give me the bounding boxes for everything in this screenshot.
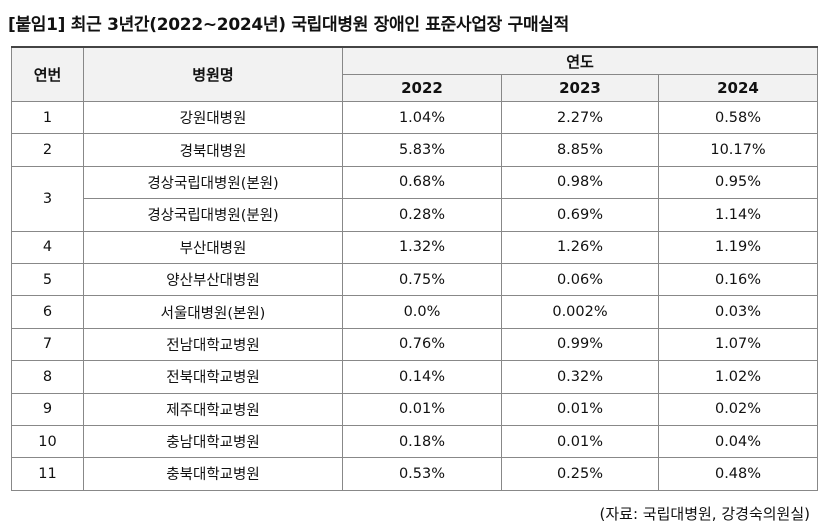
table-row: 11 충북대학교병원 0.53% 0.25% 0.48%	[11, 457, 819, 491]
row-value-2024: 0.95%	[657, 165, 819, 200]
row-value-2023: 0.99%	[501, 327, 659, 362]
header-year-2022: 2022	[342, 74, 502, 102]
row-no: 8	[11, 360, 84, 394]
row-hospital-name: 양산부산대병원	[83, 262, 343, 297]
table-row: 9 제주대학교병원 0.01% 0.01% 0.02%	[11, 392, 819, 426]
row-value-2022: 0.76%	[342, 327, 502, 362]
header-hospital-name: 병원명	[83, 46, 343, 102]
table-row: 4 부산대병원 1.32% 1.26% 1.19%	[11, 230, 819, 264]
row-no: 1	[11, 100, 84, 135]
row-no: 5	[11, 262, 84, 297]
table-row: 10 충남대학교병원 0.18% 0.01% 0.04%	[11, 424, 819, 459]
row-value-2022: 1.04%	[342, 100, 502, 135]
row-hospital-name: 경상국립대병원(분원)	[83, 198, 343, 232]
row-value-2024: 1.07%	[657, 327, 819, 362]
table-row: 7 전남대학교병원 0.76% 0.99% 1.07%	[11, 327, 819, 362]
row-hospital-name: 부산대병원	[83, 230, 343, 264]
row-value-2024: 0.58%	[657, 100, 819, 135]
row-value-2022: 0.28%	[342, 198, 502, 232]
row-hospital-name: 전북대학교병원	[83, 360, 343, 394]
row-no: 9	[11, 392, 84, 426]
row-hospital-name: 전남대학교병원	[83, 327, 343, 362]
row-value-2024: 0.04%	[657, 424, 819, 459]
row-hospital-name: 강원대병원	[83, 100, 343, 135]
row-value-2024: 0.03%	[657, 295, 819, 329]
source-note: (자료: 국립대병원, 강경숙의원실)	[599, 505, 810, 523]
header-year-2023: 2023	[501, 74, 659, 102]
header-year-2024: 2024	[657, 74, 819, 102]
row-value-2024: 1.19%	[657, 230, 819, 264]
row-value-2022: 0.68%	[342, 165, 502, 200]
row-value-2024: 0.48%	[657, 457, 819, 491]
row-value-2024: 0.02%	[657, 392, 819, 426]
table-row: 8 전북대학교병원 0.14% 0.32% 1.02%	[11, 360, 819, 394]
row-value-2023: 0.06%	[501, 262, 659, 297]
row-value-2022: 0.14%	[342, 360, 502, 394]
row-value-2023: 2.27%	[501, 100, 659, 135]
row-no: 4	[11, 230, 84, 264]
row-value-2023: 0.01%	[501, 392, 659, 426]
row-value-2022: 0.75%	[342, 262, 502, 297]
row-value-2023: 0.25%	[501, 457, 659, 491]
row-value-2023: 0.98%	[501, 165, 659, 200]
row-value-2022: 1.32%	[342, 230, 502, 264]
table-row: 2 경북대병원 5.83% 8.85% 10.17%	[11, 133, 819, 167]
table-row: 6 서울대병원(본원) 0.0% 0.002% 0.03%	[11, 295, 819, 329]
row-value-2022: 0.18%	[342, 424, 502, 459]
header-no: 연번	[11, 46, 84, 102]
row-value-2023: 8.85%	[501, 133, 659, 167]
row-value-2022: 0.01%	[342, 392, 502, 426]
row-value-2024: 10.17%	[657, 133, 819, 167]
row-hospital-name: 충남대학교병원	[83, 424, 343, 459]
row-value-2024: 1.14%	[657, 198, 819, 232]
document-title: [붙임1] 최근 3년간(2022~2024년) 국립대병원 장애인 표준사업장…	[8, 15, 569, 35]
row-hospital-name: 서울대병원(본원)	[83, 295, 343, 329]
row-value-2022: 0.53%	[342, 457, 502, 491]
row-hospital-name: 제주대학교병원	[83, 392, 343, 426]
header-year-group: 연도	[341, 46, 819, 75]
table-row: 5 양산부산대병원 0.75% 0.06% 0.16%	[11, 262, 819, 297]
row-value-2024: 1.02%	[657, 360, 819, 394]
row-value-2023: 0.32%	[501, 360, 659, 394]
row-value-2023: 0.002%	[501, 295, 659, 329]
row-hospital-name: 경북대병원	[83, 133, 343, 167]
table-row: 경상국립대병원(분원) 0.28% 0.69% 1.14%	[12, 198, 819, 232]
row-value-2023: 0.01%	[501, 424, 659, 459]
row-no: 6	[11, 295, 84, 329]
purchase-table: 연번 병원명 연도 2022 2023 2024 1 강원대병원 1.04% 2…	[11, 46, 819, 491]
row-value-2024: 0.16%	[657, 262, 819, 297]
row-no: 7	[11, 327, 84, 362]
row-value-2022: 0.0%	[342, 295, 502, 329]
row-no: 2	[11, 133, 84, 167]
row-no: 10	[11, 424, 84, 459]
row-value-2023: 0.69%	[501, 198, 659, 232]
row-value-2023: 1.26%	[501, 230, 659, 264]
row-no: 11	[11, 457, 84, 491]
row-no: 3	[11, 165, 84, 232]
row-value-2022: 5.83%	[342, 133, 502, 167]
row-hospital-name: 충북대학교병원	[83, 457, 343, 491]
table-row: 1 강원대병원 1.04% 2.27% 0.58%	[11, 100, 819, 135]
table-row: 3 경상국립대병원(본원) 0.68% 0.98% 0.95%	[11, 165, 819, 232]
row-hospital-name: 경상국립대병원(본원)	[83, 165, 343, 200]
